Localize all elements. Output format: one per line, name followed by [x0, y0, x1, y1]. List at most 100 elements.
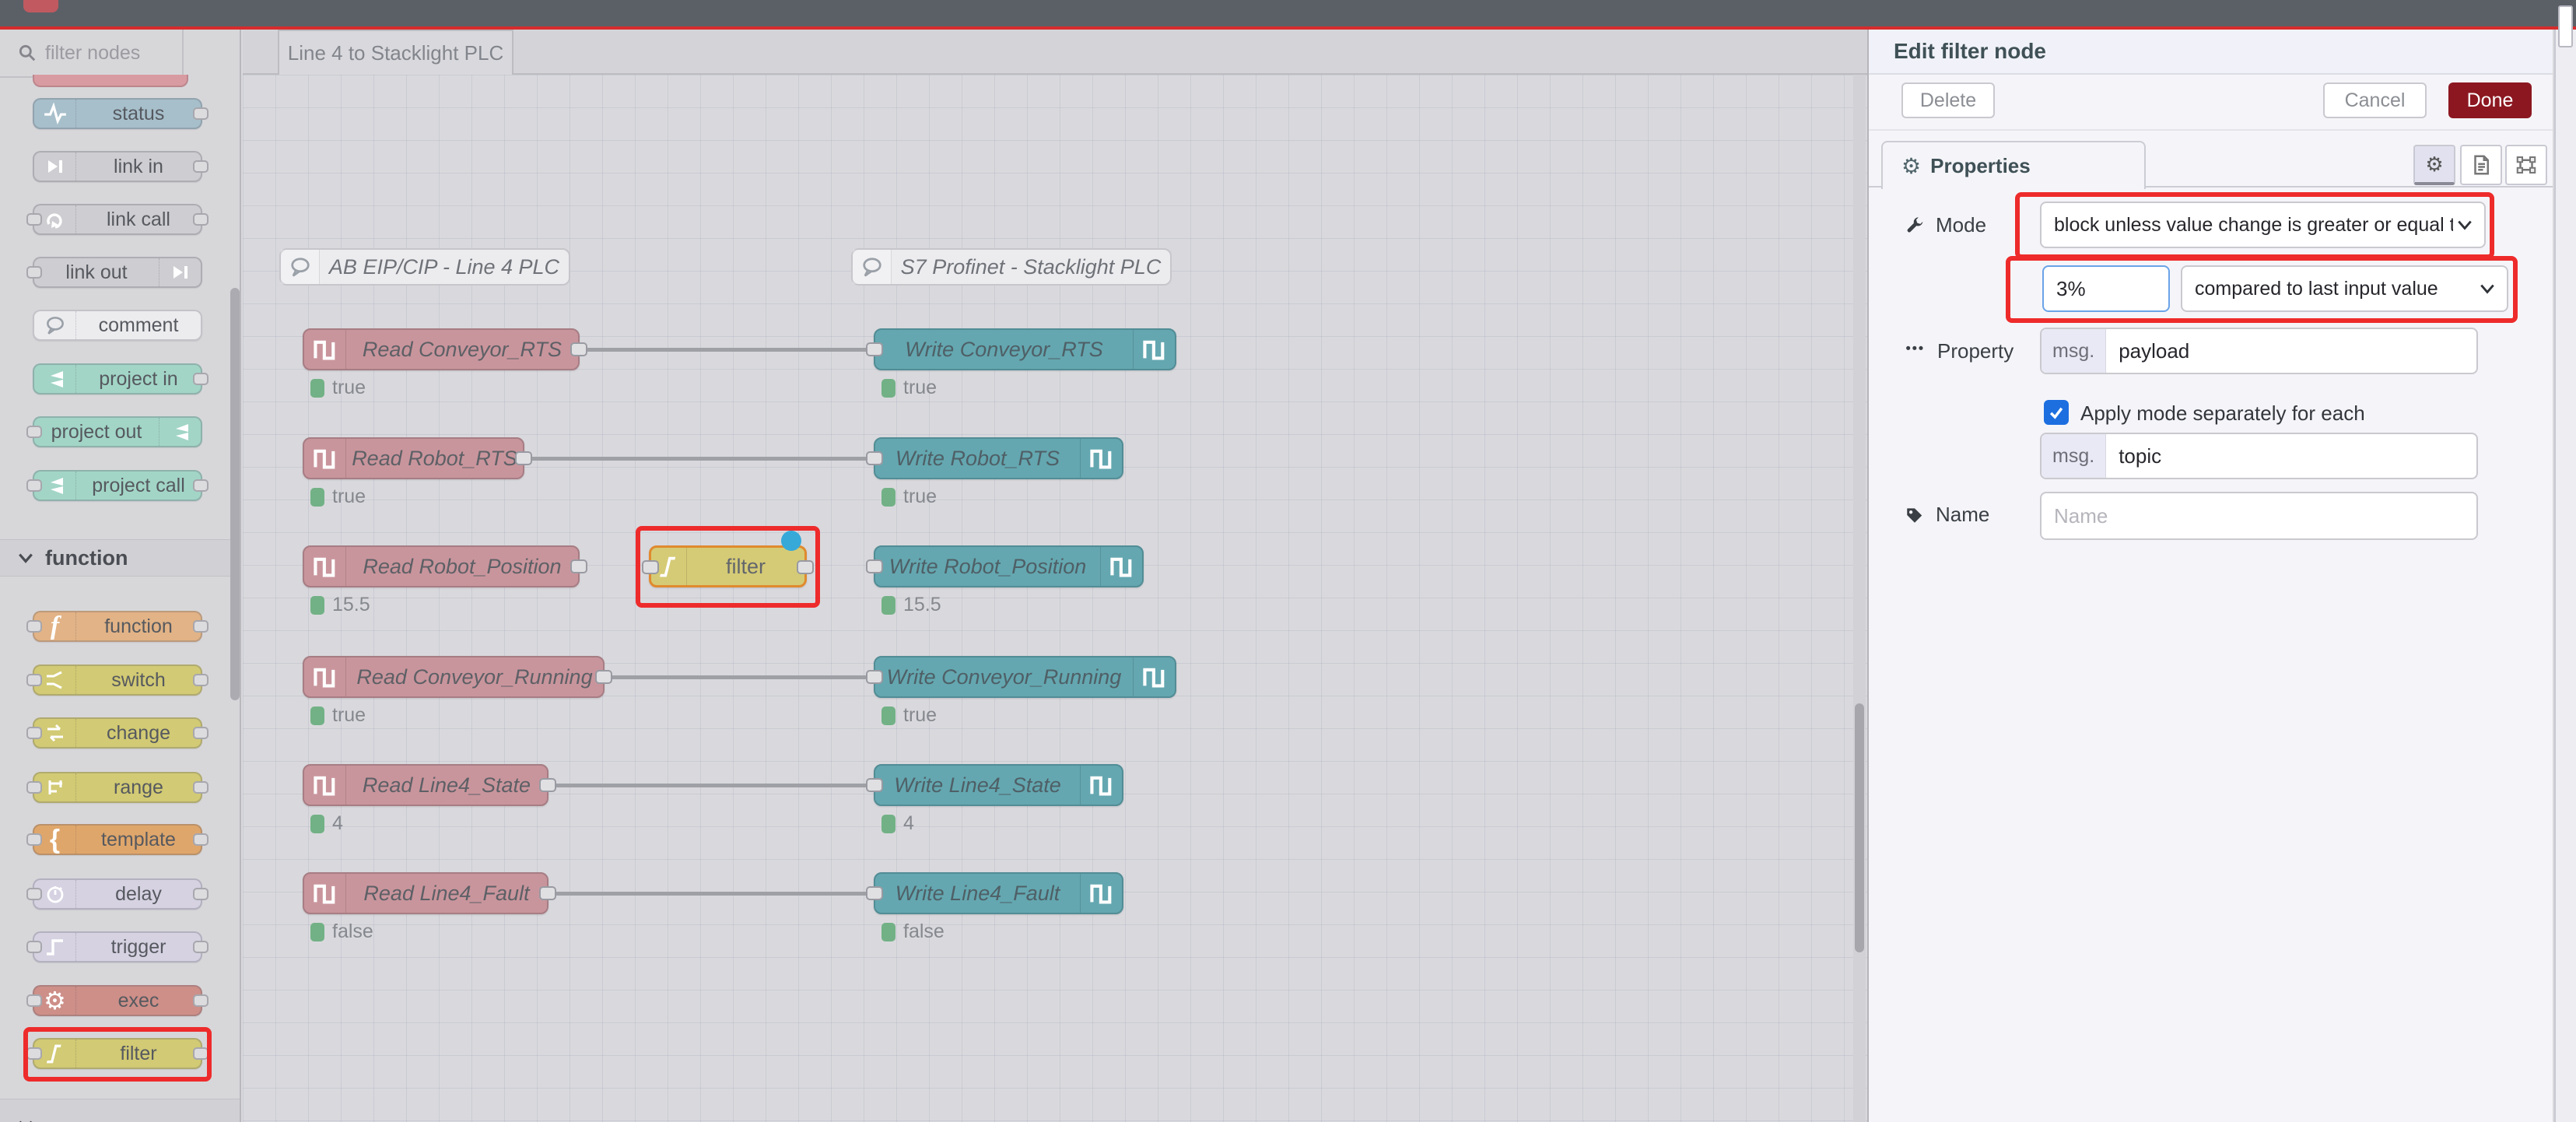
palette-item-change[interactable]: change: [26, 717, 209, 749]
apply-separately-checkbox[interactable]: [2044, 400, 2069, 425]
palette-item-link-in[interactable]: link in: [33, 151, 209, 182]
node-port[interactable]: [193, 888, 209, 900]
node-port[interactable]: [26, 479, 42, 492]
write-node[interactable]: Write Robot_Position: [866, 545, 1144, 587]
checkbox-label[interactable]: Apply mode separately for each: [2080, 401, 2365, 425]
palette-item-project-in[interactable]: project in: [33, 363, 209, 394]
input-port[interactable]: [866, 886, 883, 900]
output-port[interactable]: [570, 559, 587, 573]
node-port[interactable]: [193, 674, 209, 686]
node-port[interactable]: [193, 160, 209, 173]
palette-item-project-out[interactable]: project out: [26, 416, 202, 447]
canvas-scrollbar-track[interactable]: [1853, 75, 1866, 1122]
palette-section-network[interactable]: network: [0, 1099, 240, 1122]
comment-node[interactable]: S7 Profinet - Stacklight PLC: [851, 248, 1172, 286]
palette-section-function[interactable]: function: [0, 539, 240, 577]
output-port[interactable]: [515, 451, 532, 465]
input-port[interactable]: [866, 670, 883, 684]
input-port[interactable]: [866, 559, 883, 573]
palette-item-delay[interactable]: delay: [26, 878, 209, 910]
output-port[interactable]: [797, 560, 814, 574]
comment-node[interactable]: AB EIP/CIP - Line 4 PLC: [279, 248, 570, 286]
node-port[interactable]: [26, 781, 42, 794]
wire[interactable]: [544, 892, 883, 896]
node-port[interactable]: [193, 213, 209, 226]
flow-canvas[interactable]: AB EIP/CIP - Line 4 PLC S7 Profinet - St…: [243, 75, 1867, 1122]
msg-prefix[interactable]: msg.: [2042, 434, 2107, 478]
compare-select[interactable]: compared to last input value: [2181, 265, 2508, 312]
node-port[interactable]: [26, 994, 42, 1007]
palette-item-range[interactable]: range: [26, 772, 209, 803]
palette-item-link-out[interactable]: link out: [26, 257, 202, 288]
node-port[interactable]: [193, 107, 209, 120]
palette-item-exec[interactable]: ⚙ exec: [26, 985, 209, 1016]
output-port[interactable]: [570, 342, 587, 356]
read-node[interactable]: Read Robot_RTS: [303, 437, 532, 479]
read-node[interactable]: Read Conveyor_Running: [303, 656, 612, 698]
wire[interactable]: [575, 348, 883, 352]
tab-properties[interactable]: ⚙ Properties: [1881, 141, 2146, 189]
panel-scrollbar-track[interactable]: [2554, 30, 2576, 1122]
appearance-view-button[interactable]: [2505, 145, 2547, 185]
output-port[interactable]: [539, 886, 556, 900]
node-port[interactable]: [26, 833, 42, 846]
output-port[interactable]: [539, 778, 556, 792]
node-port[interactable]: [26, 213, 42, 226]
node-port[interactable]: [26, 888, 42, 900]
input-port[interactable]: [866, 778, 883, 792]
input-port[interactable]: [866, 451, 883, 465]
node-port[interactable]: [193, 727, 209, 739]
node-port[interactable]: [193, 833, 209, 846]
panel-scrollbar-thumb[interactable]: [2558, 5, 2573, 47]
node-port[interactable]: [26, 727, 42, 739]
node-port[interactable]: [26, 941, 42, 953]
node-port[interactable]: [193, 994, 209, 1007]
palette-item-function[interactable]: f function: [26, 611, 209, 642]
palette-scrollbar[interactable]: [230, 288, 240, 700]
input-port[interactable]: [642, 560, 659, 574]
canvas-scrollbar-thumb[interactable]: [1855, 703, 1864, 952]
read-node[interactable]: Read Line4_State: [303, 764, 556, 806]
write-node[interactable]: Write Robot_RTS: [866, 437, 1123, 479]
read-node[interactable]: Read Robot_Position: [303, 545, 587, 587]
mode-select[interactable]: block unless value change is greater or …: [2040, 202, 2486, 248]
node-port[interactable]: [193, 373, 209, 385]
node-port[interactable]: [26, 620, 42, 633]
read-node[interactable]: Read Line4_Fault: [303, 872, 556, 914]
write-node[interactable]: Write Conveyor_Running: [866, 656, 1176, 698]
read-node[interactable]: Read Conveyor_RTS: [303, 328, 587, 370]
node-port[interactable]: [193, 781, 209, 794]
input-port[interactable]: [866, 342, 883, 356]
property-input[interactable]: msg. payload: [2040, 328, 2478, 374]
done-button[interactable]: Done: [2448, 82, 2532, 118]
palette-item-project-call[interactable]: project call: [26, 470, 209, 501]
palette-item-partial[interactable]: [33, 75, 188, 87]
node-port[interactable]: [193, 479, 209, 492]
write-node[interactable]: Write Conveyor_RTS: [866, 328, 1176, 370]
node-port[interactable]: [193, 941, 209, 953]
palette-item-comment[interactable]: comment: [33, 310, 202, 341]
node-port[interactable]: [193, 620, 209, 633]
output-port[interactable]: [595, 670, 612, 684]
palette-item-status[interactable]: status: [33, 98, 209, 129]
msg-prefix[interactable]: msg.: [2042, 329, 2107, 373]
properties-view-button[interactable]: ⚙: [2413, 145, 2455, 185]
palette-item-switch[interactable]: switch: [26, 664, 209, 696]
name-input[interactable]: Name: [2040, 492, 2478, 540]
filter-node-selected[interactable]: filter: [642, 545, 814, 587]
topic-input[interactable]: msg. topic: [2040, 433, 2478, 479]
write-node[interactable]: Write Line4_Fault: [866, 872, 1123, 914]
tab-flow[interactable]: Line 4 to Stacklight PLC: [278, 30, 513, 75]
band-value-input[interactable]: 3%: [2042, 265, 2170, 312]
write-node[interactable]: Write Line4_State: [866, 764, 1123, 806]
palette-item-link-call[interactable]: link call: [26, 204, 209, 235]
palette-item-template[interactable]: { template: [26, 824, 209, 855]
node-port[interactable]: [26, 674, 42, 686]
wire[interactable]: [544, 784, 883, 787]
cancel-button[interactable]: Cancel: [2323, 82, 2427, 118]
delete-button[interactable]: Delete: [1901, 82, 1995, 118]
node-port[interactable]: [26, 266, 42, 279]
wire[interactable]: [600, 675, 883, 679]
node-port[interactable]: [26, 426, 42, 438]
palette-item-filter[interactable]: filter: [26, 1038, 209, 1069]
